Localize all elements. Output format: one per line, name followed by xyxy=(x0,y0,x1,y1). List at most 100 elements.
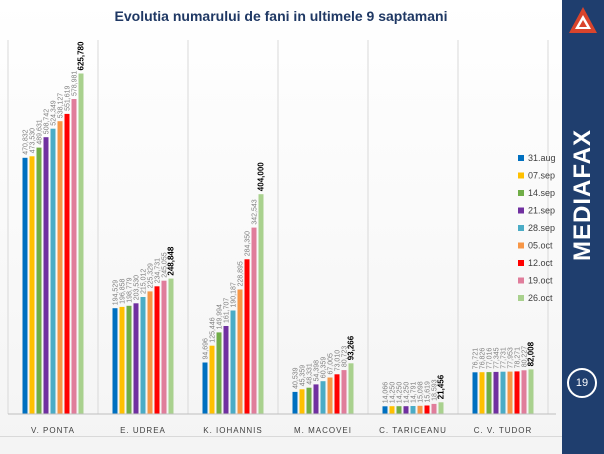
bar xyxy=(472,372,478,414)
legend-swatch xyxy=(518,225,524,231)
data-label: 80,227 xyxy=(522,346,529,368)
bar xyxy=(251,227,257,414)
bar xyxy=(479,372,485,414)
data-label: 625,780 xyxy=(77,41,86,70)
data-label: 203,530 xyxy=(134,275,141,300)
data-label: 93,266 xyxy=(347,335,356,360)
data-label: 161,707 xyxy=(224,298,231,323)
bar xyxy=(528,369,534,414)
bar xyxy=(244,259,250,414)
data-label: 94,696 xyxy=(203,338,210,360)
data-label: 190,187 xyxy=(231,282,238,307)
bar xyxy=(230,310,236,414)
bar xyxy=(119,306,125,414)
bar xyxy=(57,121,63,414)
legend-label: 14.sep xyxy=(528,188,555,198)
mediafax-logo-icon xyxy=(569,7,597,33)
bar xyxy=(327,377,333,414)
bar xyxy=(313,384,319,414)
bar xyxy=(410,406,416,414)
data-label: 194,529 xyxy=(113,280,120,305)
group-dividers xyxy=(7,40,549,414)
data-label: 342,543 xyxy=(252,199,259,224)
data-label: 538,127 xyxy=(58,93,65,118)
category-labels: V. PONTA E. UDREA K. IOHANNIS M. MACOVEI C. … xyxy=(31,426,531,435)
bar xyxy=(29,156,35,415)
data-label: 77,345 xyxy=(494,347,501,369)
bar xyxy=(43,137,49,414)
data-label: 248,848 xyxy=(167,246,176,275)
data-label: 14,791 xyxy=(411,381,418,403)
data-label: 196,858 xyxy=(120,278,127,303)
data-label: 78,271 xyxy=(515,347,522,369)
bar xyxy=(341,370,347,414)
bar xyxy=(168,278,174,414)
data-label: 73,010 xyxy=(335,350,342,372)
data-label: 15,619 xyxy=(425,381,432,403)
data-label: 77,953 xyxy=(508,347,515,369)
data-label: 67,005 xyxy=(328,353,335,375)
data-label: 14,250 xyxy=(397,382,404,404)
category-label: M. MACOVEI xyxy=(294,426,352,435)
data-label: 198,779 xyxy=(127,277,134,302)
bar xyxy=(514,371,520,414)
bar xyxy=(396,406,402,414)
bar xyxy=(140,297,146,414)
category-label: C. TARICEANU xyxy=(379,426,447,435)
category-label: K. IOHANNIS xyxy=(203,426,262,435)
bar xyxy=(78,73,84,414)
data-label: 14,066 xyxy=(383,382,390,404)
bar xyxy=(493,371,499,414)
data-label: 284,350 xyxy=(245,231,252,256)
legend-label: 31.aug xyxy=(528,153,556,163)
data-label: 508,742 xyxy=(44,109,51,134)
bar xyxy=(154,286,160,414)
bar xyxy=(320,381,326,414)
bar xyxy=(306,387,312,414)
bar xyxy=(299,389,305,414)
bar xyxy=(50,128,56,414)
bar xyxy=(237,289,243,414)
data-labels: 470,832 473,530 489,631 508,742 524,349 538,1… xyxy=(23,41,536,403)
bar xyxy=(292,391,298,414)
bar xyxy=(258,194,264,414)
legend-swatch xyxy=(518,295,524,301)
data-label: 14,250 xyxy=(390,382,397,404)
legend-label: 05.oct xyxy=(528,241,553,251)
bar xyxy=(334,374,340,414)
data-label: 578,981 xyxy=(72,71,79,96)
bar xyxy=(521,370,527,414)
legend-swatch xyxy=(518,260,524,266)
bar xyxy=(348,363,354,414)
bar xyxy=(202,362,208,414)
bar-chart: 470,832 473,530 489,631 508,742 524,349 538,1… xyxy=(7,40,556,435)
bar xyxy=(424,405,430,414)
bar xyxy=(147,291,153,414)
bar xyxy=(382,406,388,414)
bars xyxy=(22,73,534,415)
bar xyxy=(216,332,222,414)
bar xyxy=(36,147,42,414)
data-label: 40,539 xyxy=(293,367,300,389)
brand-text: MEDIAFAX xyxy=(569,128,597,262)
bar xyxy=(64,113,70,415)
legend-label: 28.sep xyxy=(528,223,555,233)
data-label: 245,055 xyxy=(162,252,169,277)
page-number: 19 xyxy=(567,368,597,398)
bar xyxy=(223,326,229,414)
chart-title: Evolutia numarului de fani in ultimele 9… xyxy=(114,8,448,24)
bar xyxy=(438,402,444,414)
data-label: 524,349 xyxy=(51,100,58,125)
data-label: 60,359 xyxy=(321,357,328,379)
legend-swatch xyxy=(518,277,524,284)
data-label: 149,994 xyxy=(217,304,224,329)
legend-swatch xyxy=(518,242,524,249)
bar xyxy=(133,303,139,414)
data-label: 76,721 xyxy=(473,348,480,370)
bar xyxy=(161,280,167,414)
data-label: 14,250 xyxy=(404,382,411,404)
data-label: 215,012 xyxy=(141,269,148,294)
footer-rule xyxy=(0,436,562,437)
bar xyxy=(71,99,77,414)
